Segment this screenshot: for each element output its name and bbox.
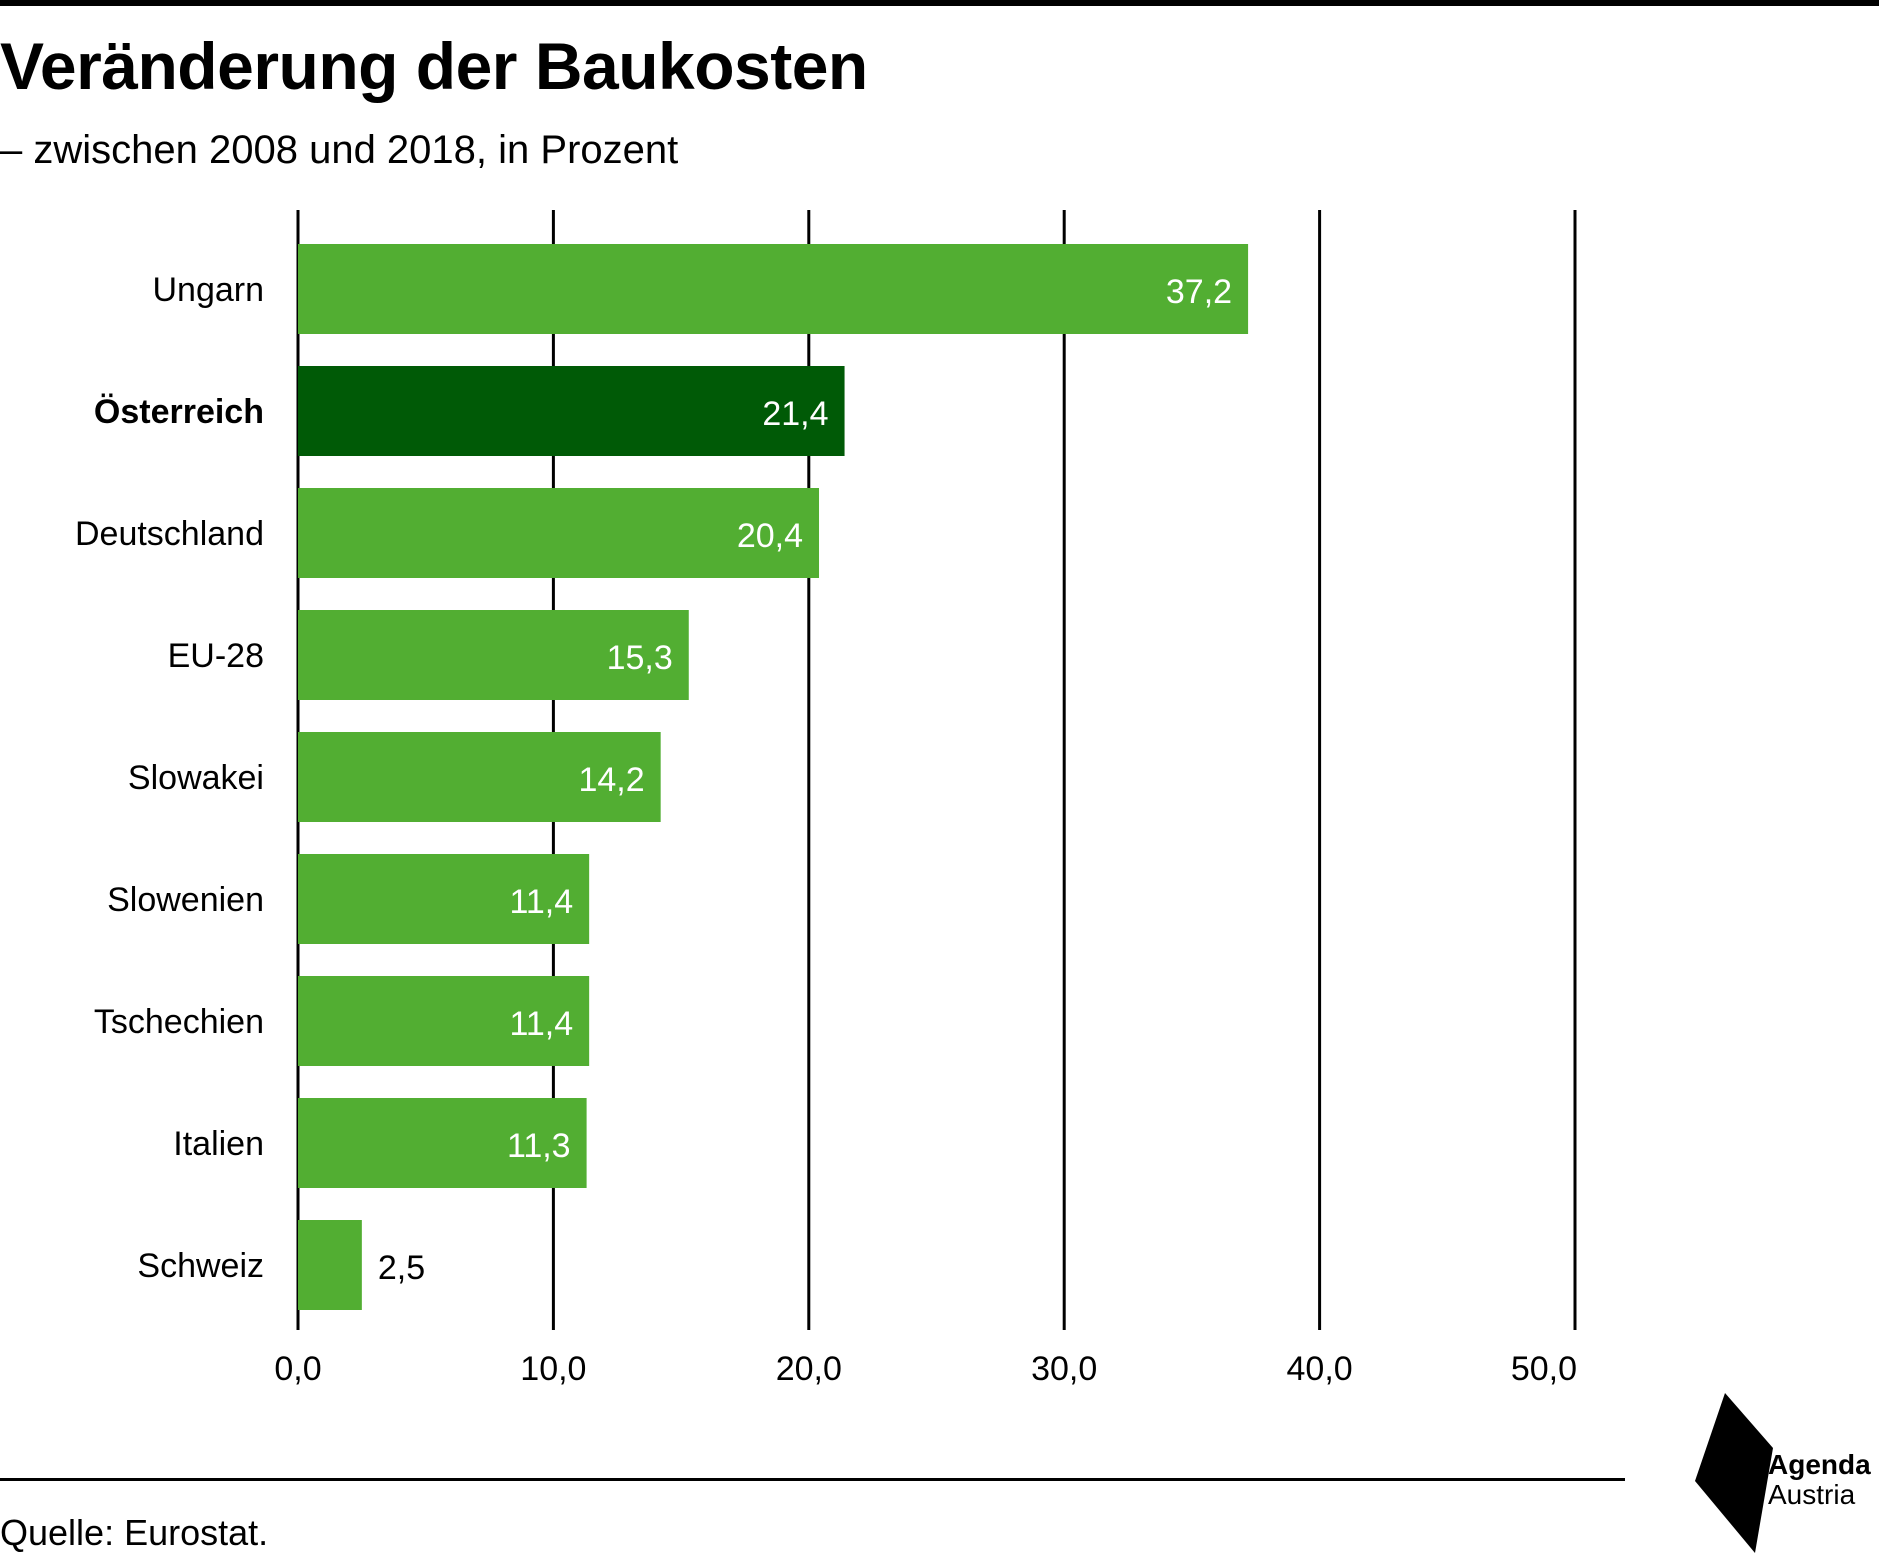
bar-4	[298, 732, 661, 822]
category-label: Schweiz	[137, 1247, 264, 1285]
logo-text: Agenda Austria	[1768, 1450, 1871, 1510]
bar-2	[298, 488, 820, 578]
bottom-rule	[0, 1478, 1625, 1481]
value-label: 15,3	[607, 639, 673, 677]
logo-line-2: Austria	[1768, 1479, 1856, 1510]
bar-1	[298, 366, 845, 456]
category-label: Ungarn	[152, 271, 264, 309]
category-label: Deutschland	[75, 515, 264, 553]
source-note: Quelle: Eurostat.	[0, 1512, 269, 1553]
x-tick-label: 0,0	[274, 1350, 321, 1388]
value-label: 11,4	[509, 883, 573, 921]
value-label: 14,2	[578, 761, 644, 799]
category-label: Tschechien	[94, 1003, 264, 1041]
x-tick-label: 30,0	[1031, 1350, 1097, 1388]
logo-line-1: Agenda	[1768, 1449, 1871, 1480]
agenda-austria-logo	[1695, 1393, 1773, 1553]
category-label: EU-28	[168, 637, 264, 675]
value-label: 11,3	[507, 1127, 571, 1165]
value-label: 21,4	[762, 395, 828, 433]
bar-7	[298, 1098, 587, 1188]
top-rule	[0, 0, 1879, 6]
bar-6	[298, 976, 590, 1066]
x-tick-label: 50,0	[1511, 1350, 1577, 1388]
category-label: Slowenien	[107, 881, 264, 919]
category-label: Italien	[173, 1125, 264, 1163]
category-label: Österreich	[94, 393, 264, 431]
x-tick-label: 40,0	[1287, 1350, 1353, 1388]
bar-chart: Ungarn 37,2 Österreich 21,4 Deutschland 20,4 E…	[75, 210, 1577, 1388]
x-tick-label: 10,0	[520, 1350, 586, 1388]
bar-5	[298, 854, 590, 944]
value-label: 11,4	[509, 1005, 573, 1043]
bar-0	[298, 244, 1249, 334]
chart-title: Veränderung der Baukosten	[0, 29, 868, 103]
bar-8	[298, 1220, 362, 1310]
value-label: 37,2	[1166, 273, 1232, 311]
value-label: 20,4	[737, 517, 803, 555]
x-tick-label: 20,0	[776, 1350, 842, 1388]
bar-3	[298, 610, 689, 700]
chart-subtitle: – zwischen 2008 und 2018, in Prozent	[0, 128, 679, 172]
category-label: Slowakei	[128, 759, 264, 797]
value-label: 2,5	[378, 1249, 425, 1287]
